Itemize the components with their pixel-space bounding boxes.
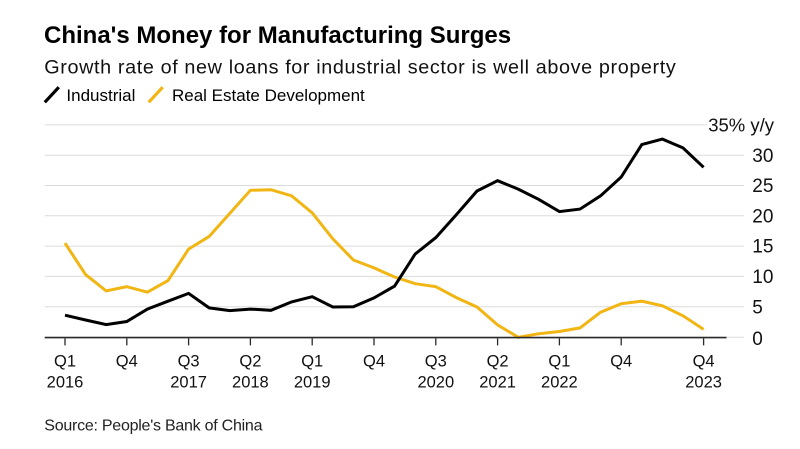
svg-text:2022: 2022 <box>541 374 578 392</box>
svg-text:35% y/y: 35% y/y <box>708 115 775 136</box>
svg-text:Industrial: Industrial <box>66 86 135 105</box>
svg-text:Real Estate Development: Real Estate Development <box>172 86 365 105</box>
svg-text:Q4: Q4 <box>610 352 632 370</box>
svg-text:Q1: Q1 <box>548 352 570 370</box>
svg-text:2019: 2019 <box>294 374 331 392</box>
svg-text:Q4: Q4 <box>363 352 385 370</box>
svg-text:Q1: Q1 <box>54 352 76 370</box>
svg-text:20: 20 <box>752 206 773 227</box>
svg-text:30: 30 <box>752 146 773 167</box>
svg-text:Q4: Q4 <box>693 352 715 370</box>
svg-text:China's Money for Manufacturin: China's Money for Manufacturing Surges <box>44 22 511 49</box>
svg-text:2021: 2021 <box>479 374 516 392</box>
svg-text:Q3: Q3 <box>425 352 447 370</box>
svg-text:Q2: Q2 <box>239 352 261 370</box>
svg-text:Q3: Q3 <box>178 352 200 370</box>
svg-text:10: 10 <box>752 267 773 288</box>
svg-text:2018: 2018 <box>232 374 269 392</box>
svg-text:2016: 2016 <box>47 374 84 392</box>
svg-text:25: 25 <box>752 176 773 197</box>
svg-text:0: 0 <box>752 329 763 350</box>
svg-text:Q1: Q1 <box>301 352 323 370</box>
svg-text:2020: 2020 <box>417 374 454 392</box>
svg-text:15: 15 <box>752 237 773 258</box>
svg-text:Source: People's Bank of China: Source: People's Bank of China <box>44 417 262 434</box>
svg-text:Q4: Q4 <box>116 352 138 370</box>
svg-text:5: 5 <box>752 297 763 318</box>
svg-text:2023: 2023 <box>685 374 722 392</box>
svg-text:Growth rate of new loans for i: Growth rate of new loans for industrial … <box>44 56 676 78</box>
svg-text:Q2: Q2 <box>487 352 509 370</box>
svg-text:2017: 2017 <box>170 374 207 392</box>
